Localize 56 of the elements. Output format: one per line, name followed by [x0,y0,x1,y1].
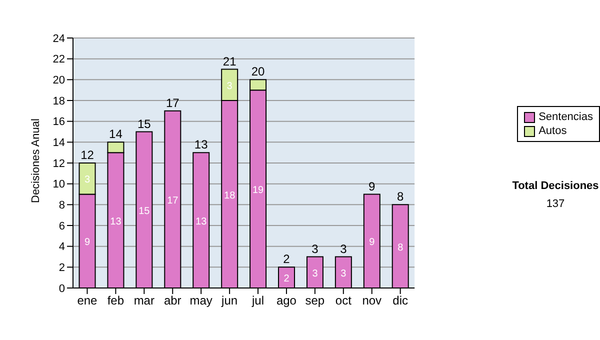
total-label: 14 [109,127,123,142]
y-tick-label: 6 [58,220,65,232]
y-tick-label: 4 [58,241,65,254]
data-label: 15 [138,206,150,217]
x-tick-label: oct [335,294,352,308]
y-tick-label: 18 [52,95,65,108]
total-label: 3 [312,242,319,256]
y-tick-label: 0 [58,282,65,295]
y-tick-label: 2 [58,262,65,274]
text: 137 [545,198,566,210]
data-label: 19 [252,185,264,196]
x-tick-label: ene [77,294,98,308]
total-label: 13 [194,138,208,152]
x-tick-label: abr [164,294,182,308]
total-label: 12 [80,148,94,162]
data-label: 9 [369,237,376,248]
total-label: 20 [251,64,266,79]
data-label: 2 [284,274,290,285]
data-label: 18 [224,190,236,202]
total-label: 2 [283,252,290,266]
x-tick-label: nov [362,294,382,308]
total-label: 21 [222,54,237,68]
x-tick-label: feb [107,294,124,308]
legend-label: Sentencias [538,110,593,124]
y-tick-label: 8 [58,200,65,212]
data-label: 3 [340,268,347,280]
total-label: 3 [340,242,348,256]
data-label: 3 [312,268,318,280]
data-label: 17 [167,195,179,206]
total-label: 15 [138,116,152,131]
data-label: 3 [226,80,233,92]
y-tick-label: 10 [52,178,65,191]
x-tick-label: ago [276,294,297,308]
y-tick-label: 16 [52,116,65,128]
y-axis-title: Decisiones Anual [30,118,42,203]
data-label: 13 [196,216,208,228]
total-label: 17 [166,96,180,110]
x-tick-label: jun [220,294,238,308]
text: Total Decisiones [511,180,600,192]
data-label: 9 [84,237,90,248]
y-tick-label: 20 [52,74,65,87]
x-tick-label: sep [305,294,325,308]
data-label: 8 [398,242,404,254]
total-label: 8 [397,190,404,204]
x-tick-label: dic [392,294,408,308]
x-tick-label: jul [251,294,264,308]
y-tick-label: 22 [52,54,65,66]
y-tick-label: 12 [52,158,65,170]
x-tick-label: mar [134,294,154,308]
data-label: 3 [84,174,90,186]
y-tick-label: 24 [52,32,65,45]
data-label: 13 [110,216,122,228]
x-tick-label: may [190,294,212,308]
total-label: 9 [368,179,376,194]
legend-label: Autos [538,124,567,138]
y-tick-label: 14 [52,137,65,150]
